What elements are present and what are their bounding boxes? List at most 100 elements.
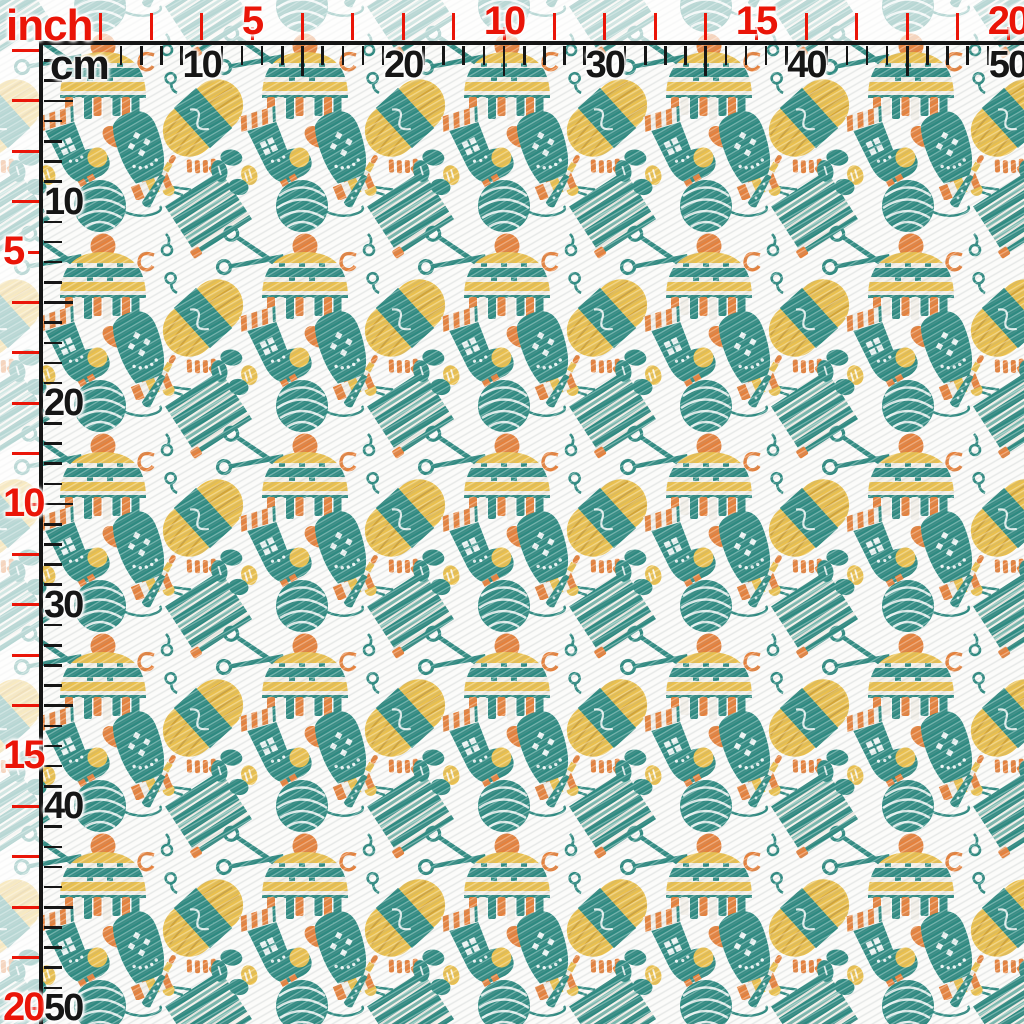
cm-tick-left bbox=[44, 704, 73, 707]
cm-tick-top bbox=[341, 46, 345, 65]
cm-tick-top bbox=[522, 46, 526, 65]
inch-label-top: 5 bbox=[241, 0, 264, 43]
inch-tick-left bbox=[12, 956, 40, 960]
inch-tick-top bbox=[754, 27, 758, 40]
inch-tick-top bbox=[401, 13, 405, 40]
inch-label-left: 15 bbox=[3, 733, 45, 778]
cm-tick-top bbox=[744, 46, 748, 65]
faded-top-margin bbox=[0, 0, 1024, 41]
cm-tick-left bbox=[44, 664, 62, 667]
cm-tick-left bbox=[44, 643, 62, 647]
cm-tick-top bbox=[301, 46, 304, 76]
cm-tick-left bbox=[44, 764, 62, 768]
inch-label-left: 20 bbox=[3, 985, 45, 1024]
cm-tick-top bbox=[966, 46, 970, 65]
cm-tick-top bbox=[220, 46, 224, 65]
cm-label-top: 10 bbox=[182, 44, 222, 86]
inch-tick-top bbox=[704, 13, 708, 40]
inch-tick-left bbox=[12, 149, 40, 153]
inch-tick-top bbox=[250, 27, 254, 40]
inch-tick-left bbox=[28, 502, 40, 506]
cm-tick-left bbox=[44, 462, 62, 466]
inch-tick-left bbox=[12, 48, 40, 52]
cm-tick-top bbox=[240, 46, 244, 65]
inch-tick-top bbox=[149, 13, 153, 40]
cm-tick-left bbox=[44, 301, 73, 304]
cm-tick-left bbox=[44, 825, 62, 828]
cm-tick-top bbox=[926, 46, 929, 65]
cm-tick-top bbox=[724, 46, 728, 65]
inch-unit-label: inch bbox=[6, 1, 93, 50]
cm-tick-left bbox=[44, 381, 62, 385]
cm-tick-top bbox=[623, 46, 627, 65]
inch-tick-left bbox=[12, 452, 40, 456]
cm-tick-left bbox=[44, 583, 62, 587]
cm-tick-left bbox=[44, 180, 62, 183]
inch-tick-left bbox=[12, 401, 40, 405]
cm-tick-top bbox=[422, 46, 425, 65]
cm-tick-left bbox=[44, 623, 62, 627]
cm-tick-top bbox=[160, 46, 163, 65]
inch-tick-left bbox=[12, 603, 40, 607]
cm-tick-left bbox=[44, 220, 62, 224]
inch-tick-left bbox=[12, 855, 40, 859]
cm-tick-top bbox=[764, 46, 768, 65]
cm-tick-top bbox=[563, 46, 566, 65]
cm-tick-top bbox=[825, 46, 828, 65]
cm-tick-left bbox=[44, 281, 62, 284]
cm-tick-left bbox=[44, 966, 62, 970]
cm-tick-left bbox=[44, 684, 62, 687]
cm-tick-top bbox=[684, 46, 687, 65]
cm-tick-top bbox=[260, 46, 264, 65]
cm-tick-left bbox=[44, 361, 62, 365]
cm-tick-left bbox=[44, 119, 62, 123]
inch-tick-top bbox=[452, 13, 456, 40]
inch-tick-top bbox=[1006, 27, 1010, 40]
inch-tick-top bbox=[905, 13, 909, 40]
inch-tick-left bbox=[12, 905, 40, 909]
cm-label-top: 40 bbox=[787, 44, 827, 86]
cm-tick-top bbox=[845, 46, 849, 65]
cm-tick-left bbox=[44, 160, 62, 163]
cm-tick-left bbox=[44, 563, 62, 566]
inch-label-top: 20 bbox=[987, 0, 1024, 43]
inch-label-top: 10 bbox=[483, 0, 526, 43]
cm-label-left: 30 bbox=[44, 583, 84, 626]
faded-left-margin bbox=[0, 41, 39, 1024]
inch-tick-top bbox=[502, 27, 506, 40]
inch-tick-top bbox=[200, 13, 204, 40]
cm-tick-top bbox=[281, 46, 284, 65]
inch-tick-left bbox=[12, 99, 40, 103]
inch-label-left: 5 bbox=[3, 229, 25, 274]
cm-tick-top bbox=[180, 46, 183, 65]
inch-tick-top bbox=[653, 13, 657, 40]
cm-tick-top bbox=[502, 46, 506, 76]
cm-tick-left bbox=[44, 502, 73, 506]
inch-tick-left bbox=[12, 300, 40, 304]
inch-tick-left bbox=[12, 804, 40, 808]
cm-tick-left bbox=[44, 260, 62, 264]
cm-tick-left bbox=[44, 99, 73, 103]
inch-tick-left bbox=[12, 200, 40, 204]
cm-tick-left bbox=[44, 79, 62, 83]
inch-tick-top bbox=[552, 13, 556, 40]
cm-tick-top bbox=[986, 46, 990, 65]
cm-tick-top bbox=[321, 46, 324, 65]
cm-label-top: 30 bbox=[585, 44, 626, 86]
inch-tick-top bbox=[300, 13, 304, 40]
cm-tick-left bbox=[44, 442, 62, 445]
cm-label-left: 50 bbox=[44, 987, 84, 1024]
ruler-line-horizontal bbox=[39, 41, 1024, 45]
cm-tick-left bbox=[44, 785, 62, 788]
cm-tick-left bbox=[44, 139, 62, 143]
inch-tick-left bbox=[28, 754, 40, 758]
inch-tick-left bbox=[28, 250, 40, 254]
cm-tick-left bbox=[44, 865, 62, 869]
cm-tick-left bbox=[44, 240, 62, 244]
cm-tick-top bbox=[381, 46, 385, 65]
cm-label-left: 20 bbox=[44, 382, 84, 425]
cm-tick-top bbox=[865, 46, 869, 65]
inch-tick-top bbox=[855, 13, 859, 40]
cm-tick-top bbox=[946, 46, 949, 65]
